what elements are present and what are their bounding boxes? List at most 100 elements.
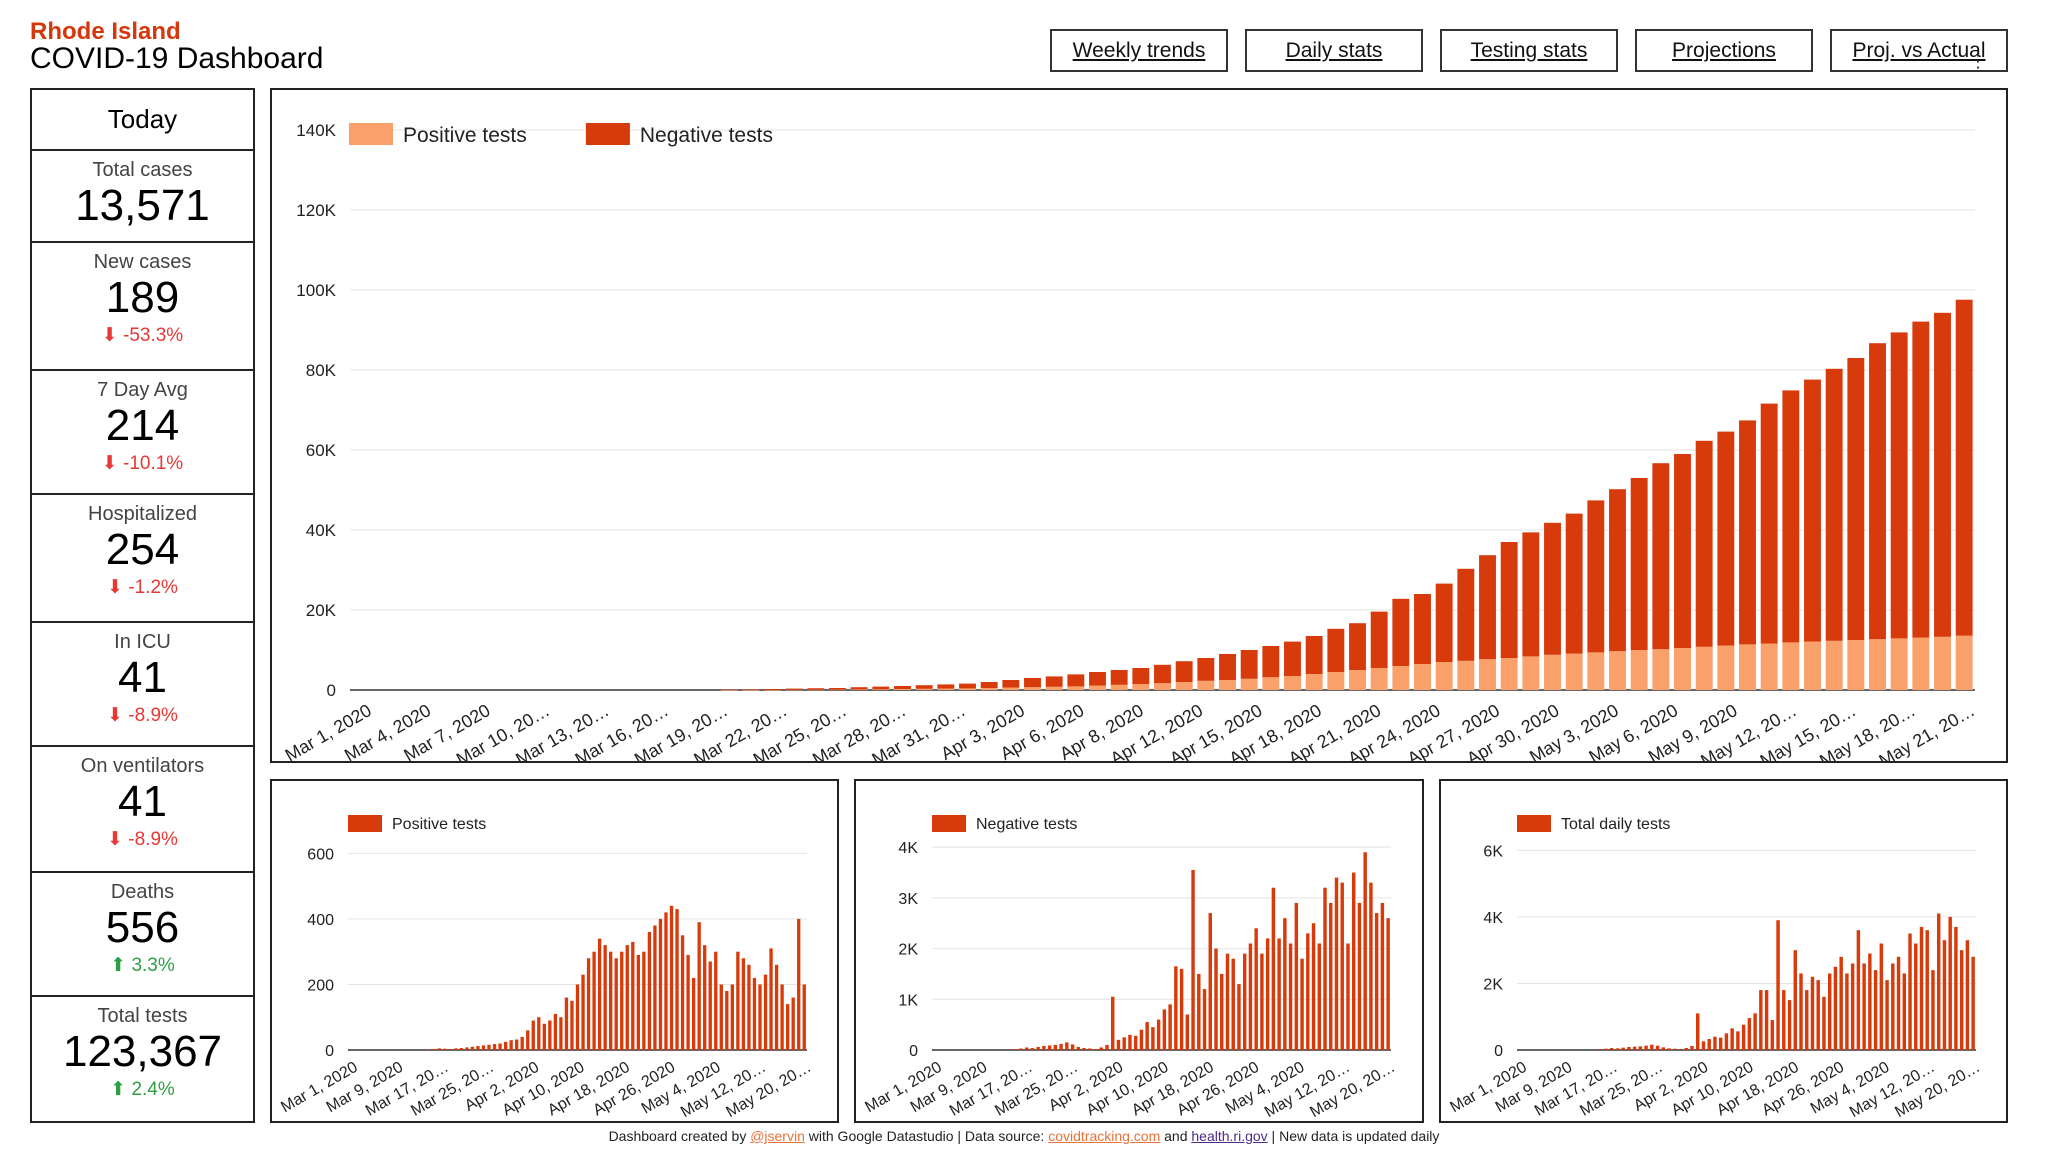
metric-7-day-avg: 7 Day Avg 214 ⬇ -10.1%: [32, 371, 253, 495]
bar: [1076, 1046, 1081, 1050]
bar: [1105, 1044, 1109, 1050]
bar: [1522, 532, 1540, 657]
health-ri-link[interactable]: health.ri.gov: [1191, 1128, 1268, 1144]
y-tick-label: 0: [909, 1043, 918, 1060]
bar: [1329, 902, 1333, 1050]
page-title: COVID-19 Dashboard: [30, 42, 324, 75]
bar: [1890, 638, 1908, 690]
bar: [1902, 973, 1907, 1050]
metric-total-tests: Total tests 123,367 ⬆ 2.4%: [32, 997, 253, 1121]
bar: [747, 964, 751, 1050]
bar: [1879, 943, 1884, 1050]
bar: [1357, 902, 1362, 1050]
bar: [1197, 973, 1201, 1050]
more-options-icon[interactable]: ⋮: [1969, 51, 1987, 71]
bar: [603, 945, 607, 1050]
bar: [470, 1046, 475, 1050]
bar: [1254, 928, 1258, 1050]
bar: [1168, 1004, 1172, 1050]
cumulative-tests-chart: 0 20K 40K 60K 80K 100K 120K 140K Mar 1, 2020 Mar …: [270, 88, 2008, 763]
proj-vs-actual-button[interactable]: Proj. vs Actual: [1830, 29, 2008, 72]
bar: [697, 922, 701, 1050]
bar: [785, 689, 803, 691]
covidtracking-link[interactable]: covidtracking.com: [1048, 1128, 1161, 1144]
bar: [1111, 996, 1115, 1050]
metric-label: Total cases: [92, 159, 193, 181]
bar: [1265, 938, 1270, 1050]
projections-button[interactable]: Projections: [1635, 29, 1813, 72]
metric-label: Hospitalized: [88, 503, 197, 525]
bar: [1544, 522, 1561, 655]
bar: [664, 912, 668, 1050]
bar: [1587, 500, 1605, 653]
bar: [1349, 623, 1366, 670]
bar: [1019, 1048, 1023, 1050]
author-link[interactable]: @jservin: [750, 1128, 805, 1144]
daily-stats-button[interactable]: Daily stats: [1245, 29, 1423, 72]
bar: [1154, 664, 1171, 684]
bar: [980, 688, 998, 690]
bar: [1374, 913, 1379, 1050]
bar: [553, 1013, 558, 1050]
bar: [680, 935, 685, 1050]
bar: [1609, 651, 1626, 690]
metric-value: 189: [105, 273, 180, 322]
bar: [1220, 973, 1224, 1050]
bar: [1059, 1043, 1063, 1050]
bar: [1890, 332, 1908, 639]
bar: [1695, 646, 1713, 690]
bar: [1850, 963, 1855, 1050]
bar: [1776, 920, 1780, 1050]
bar: [669, 905, 674, 1050]
bar: [1955, 635, 1973, 690]
bar: [1565, 653, 1583, 690]
testing-stats-button[interactable]: Testing stats: [1440, 29, 1618, 72]
bar: [509, 1040, 513, 1050]
bar: [1652, 649, 1670, 690]
bar: [1747, 1018, 1752, 1050]
bar: [691, 977, 696, 1050]
bar: [1231, 958, 1235, 1050]
bar: [492, 1044, 497, 1050]
bar: [437, 1048, 441, 1050]
bar: [448, 1049, 452, 1050]
bar: [454, 1048, 458, 1050]
bar: [1370, 668, 1388, 690]
bar: [1914, 943, 1918, 1050]
bar: [1116, 1039, 1121, 1050]
bar: [1036, 1046, 1040, 1050]
metric-delta: -1.2%: [128, 577, 178, 598]
bar: [850, 689, 868, 690]
bar: [1457, 660, 1475, 690]
bar: [686, 954, 690, 1050]
bar: [1891, 963, 1895, 1050]
y-tick-label: 3K: [898, 891, 918, 908]
legend-swatch: [585, 123, 630, 145]
bar: [1724, 1033, 1729, 1050]
bar: [1110, 670, 1128, 685]
bar: [915, 688, 933, 690]
bar: [1370, 611, 1388, 668]
bar: [1002, 680, 1020, 688]
footer-mid2: and: [1160, 1128, 1192, 1144]
bar: [1544, 654, 1561, 690]
bar: [1024, 687, 1041, 690]
bar: [1479, 659, 1496, 690]
bar: [1753, 1013, 1757, 1050]
metric-label: New cases: [93, 251, 192, 273]
bar: [802, 984, 806, 1050]
bar: [1154, 683, 1171, 690]
metric-delta: -53.3%: [123, 325, 184, 346]
bar: [1655, 1045, 1660, 1050]
weekly-trends-button[interactable]: Weekly trends: [1050, 29, 1228, 72]
bar: [1132, 684, 1150, 690]
bar: [872, 686, 890, 690]
y-tick-label: 4K: [898, 840, 918, 857]
bar: [730, 984, 735, 1050]
negative-tests-chart: 0 1K 2K 3K 4K Mar 1, 2020 Mar 9, 2020 Mar 17, 2…: [854, 779, 1424, 1123]
bar: [1644, 1045, 1648, 1050]
bar: [1718, 1037, 1723, 1050]
bar: [1673, 1048, 1677, 1050]
